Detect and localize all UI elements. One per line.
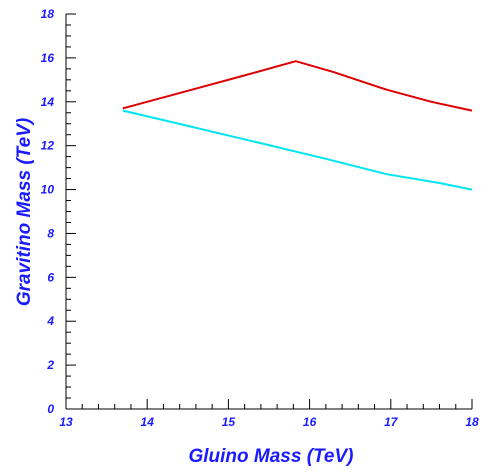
x-axis-title: Gluino Mass (TeV) (188, 446, 353, 467)
y-tick-label: 2 (46, 358, 54, 372)
y-tick-label: 8 (47, 226, 54, 240)
x-tick-label: 13 (59, 415, 73, 429)
y-ticks: 0 2 4 6 8 10 12 14 16 18 (41, 7, 76, 416)
y-tick-label: 12 (41, 139, 55, 153)
x-tick-label: 16 (303, 415, 317, 429)
x-tick-label: 15 (222, 415, 236, 429)
x-tick-label: 14 (141, 415, 155, 429)
y-tick-label: 14 (41, 95, 55, 109)
axes-frame (65, 14, 472, 410)
y-tick-label: 6 (47, 270, 54, 284)
series-line-1 (122, 60, 473, 112)
y-tick-label: 10 (41, 183, 55, 197)
x-tick-label: 18 (465, 415, 479, 429)
x-tick-label: 17 (384, 415, 399, 429)
y-tick-label: 0 (47, 402, 54, 416)
y-tick-label: 18 (41, 7, 55, 21)
x-ticks: 13 14 15 16 17 18 (59, 399, 479, 429)
series-line-2 (122, 109, 473, 191)
y-tick-label: 4 (46, 314, 54, 328)
y-tick-label: 16 (41, 51, 55, 65)
y-axis-title: Gravitino Mass (TeV) (14, 118, 35, 306)
series-layer (122, 60, 473, 191)
